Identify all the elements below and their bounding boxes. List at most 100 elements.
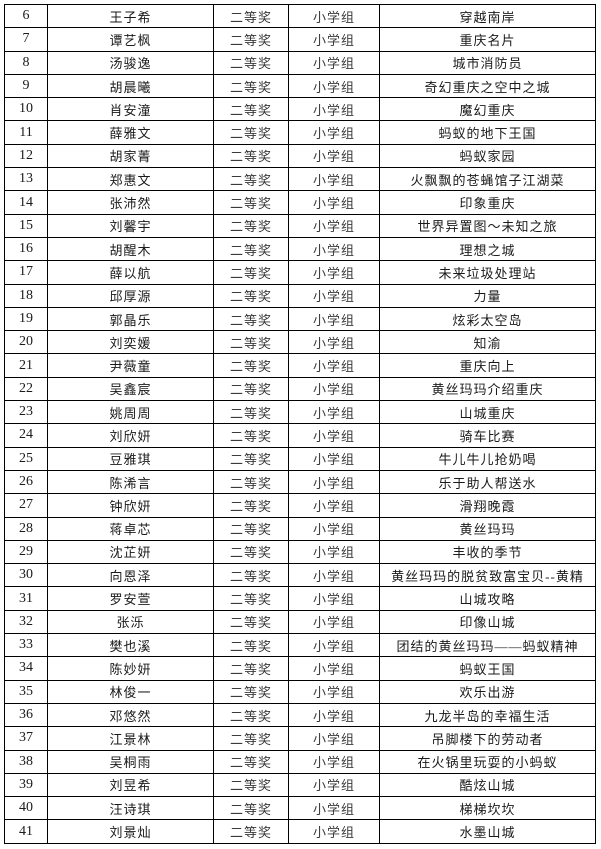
table-row: 6 王子希 二等奖 小学组 穿越南岸 — [4, 3, 596, 29]
title-cell: 奇幻重庆之空中之城 — [379, 73, 596, 99]
name-cell: 吴桐雨 — [47, 749, 214, 774]
title-cell: 山城攻略 — [379, 586, 596, 611]
group-cell: 小学组 — [288, 27, 380, 52]
name-cell: 豆雅琪 — [47, 446, 214, 471]
table-row: 26 陈浠言 二等奖 小学组 乐于助人帮送水 — [4, 469, 596, 495]
award-cell: 二等奖 — [213, 3, 289, 29]
award-cell: 二等奖 — [213, 283, 289, 308]
name-cell: 张泺 — [47, 609, 214, 635]
name-cell: 樊也溪 — [47, 633, 214, 658]
rank-cell: 41 — [4, 819, 48, 844]
title-cell: 乐于助人帮送水 — [379, 469, 596, 495]
name-cell: 郭晶乐 — [47, 306, 214, 332]
group-cell: 小学组 — [288, 469, 380, 495]
award-cell: 二等奖 — [213, 609, 289, 635]
group-cell: 小学组 — [288, 819, 380, 844]
name-cell: 谭艺枫 — [47, 27, 214, 52]
title-cell: 水墨山城 — [379, 819, 596, 844]
award-cell: 二等奖 — [213, 97, 289, 122]
table-row: 14 张沛然 二等奖 小学组 印象重庆 — [4, 190, 596, 215]
table-row: 19 郭晶乐 二等奖 小学组 炫彩太空岛 — [4, 306, 596, 332]
title-cell: 骑车比赛 — [379, 423, 596, 448]
name-cell: 胡晨曦 — [47, 73, 214, 99]
table-row: 21 尹薇童 二等奖 小学组 重庆向上 — [4, 353, 596, 378]
table-row: 13 郑惠文 二等奖 小学组 火飘飘的苍蝇馆子江湖菜 — [4, 167, 596, 192]
rank-cell: 23 — [4, 400, 48, 425]
name-cell: 郑惠文 — [47, 167, 214, 192]
table-row: 20 刘奕媛 二等奖 小学组 知渝 — [4, 330, 596, 355]
award-cell: 二等奖 — [213, 493, 289, 518]
award-cell: 二等奖 — [213, 167, 289, 192]
rank-cell: 19 — [4, 306, 48, 332]
award-cell: 二等奖 — [213, 353, 289, 378]
table-row: 10 肖安潼 二等奖 小学组 魔幻重庆 — [4, 97, 596, 122]
award-cell: 二等奖 — [213, 726, 289, 751]
name-cell: 沈芷妍 — [47, 539, 214, 565]
award-cell: 二等奖 — [213, 796, 289, 821]
title-cell: 吊脚楼下的劳动者 — [379, 726, 596, 751]
title-cell: 重庆向上 — [379, 353, 596, 378]
award-cell: 二等奖 — [213, 143, 289, 169]
table-row: 7 谭艺枫 二等奖 小学组 重庆名片 — [4, 27, 596, 52]
rank-cell: 36 — [4, 702, 48, 728]
name-cell: 刘景灿 — [47, 819, 214, 844]
name-cell: 向恩泽 — [47, 563, 214, 588]
group-cell: 小学组 — [288, 143, 380, 169]
title-cell: 黄丝玛玛 — [379, 516, 596, 541]
rank-cell: 16 — [4, 236, 48, 262]
group-cell: 小学组 — [288, 73, 380, 99]
rank-cell: 20 — [4, 330, 48, 355]
group-cell: 小学组 — [288, 772, 380, 798]
name-cell: 吴鑫宸 — [47, 376, 214, 402]
group-cell: 小学组 — [288, 516, 380, 541]
title-cell: 重庆名片 — [379, 27, 596, 52]
table-row: 38 吴桐雨 二等奖 小学组 在火锅里玩耍的小蚂蚁 — [4, 749, 596, 774]
award-cell: 二等奖 — [213, 772, 289, 798]
table-row: 25 豆雅琪 二等奖 小学组 牛儿牛儿抢奶喝 — [4, 446, 596, 471]
award-cell: 二等奖 — [213, 213, 289, 238]
rank-cell: 17 — [4, 260, 48, 285]
award-cell: 二等奖 — [213, 190, 289, 215]
award-cell: 二等奖 — [213, 330, 289, 355]
name-cell: 罗安萱 — [47, 586, 214, 611]
name-cell: 邱厚源 — [47, 283, 214, 308]
rank-cell: 33 — [4, 633, 48, 658]
group-cell: 小学组 — [288, 539, 380, 565]
group-cell: 小学组 — [288, 563, 380, 588]
title-cell: 山城重庆 — [379, 400, 596, 425]
title-cell: 在火锅里玩耍的小蚂蚁 — [379, 749, 596, 774]
name-cell: 肖安潼 — [47, 97, 214, 122]
award-cell: 二等奖 — [213, 819, 289, 844]
group-cell: 小学组 — [288, 50, 380, 75]
award-cell: 二等奖 — [213, 633, 289, 658]
title-cell: 滑翔晚霞 — [379, 493, 596, 518]
rank-cell: 31 — [4, 586, 48, 611]
name-cell: 姚周周 — [47, 400, 214, 425]
title-cell: 印像山城 — [379, 609, 596, 635]
title-cell: 丰收的季节 — [379, 539, 596, 565]
title-cell: 印象重庆 — [379, 190, 596, 215]
rank-cell: 27 — [4, 493, 48, 518]
group-cell: 小学组 — [288, 400, 380, 425]
rank-cell: 37 — [4, 726, 48, 751]
name-cell: 胡醒木 — [47, 236, 214, 262]
group-cell: 小学组 — [288, 3, 380, 29]
rank-cell: 15 — [4, 213, 48, 238]
rank-cell: 18 — [4, 283, 48, 308]
rank-cell: 14 — [4, 190, 48, 215]
rank-cell: 32 — [4, 609, 48, 635]
name-cell: 王子希 — [47, 3, 214, 29]
group-cell: 小学组 — [288, 609, 380, 635]
rank-cell: 38 — [4, 749, 48, 774]
table-row: 22 吴鑫宸 二等奖 小学组 黄丝玛玛介绍重庆 — [4, 376, 596, 402]
table-row: 37 江景林 二等奖 小学组 吊脚楼下的劳动者 — [4, 726, 596, 751]
rank-cell: 7 — [4, 27, 48, 52]
name-cell: 陈浠言 — [47, 469, 214, 495]
name-cell: 江景林 — [47, 726, 214, 751]
table-row: 36 邓悠然 二等奖 小学组 九龙半岛的幸福生活 — [4, 702, 596, 728]
rank-cell: 28 — [4, 516, 48, 541]
table-row: 30 向恩泽 二等奖 小学组 黄丝玛玛的脱贫致富宝贝--黄精 — [4, 563, 596, 588]
award-cell: 二等奖 — [213, 423, 289, 448]
rank-cell: 25 — [4, 446, 48, 471]
group-cell: 小学组 — [288, 97, 380, 122]
